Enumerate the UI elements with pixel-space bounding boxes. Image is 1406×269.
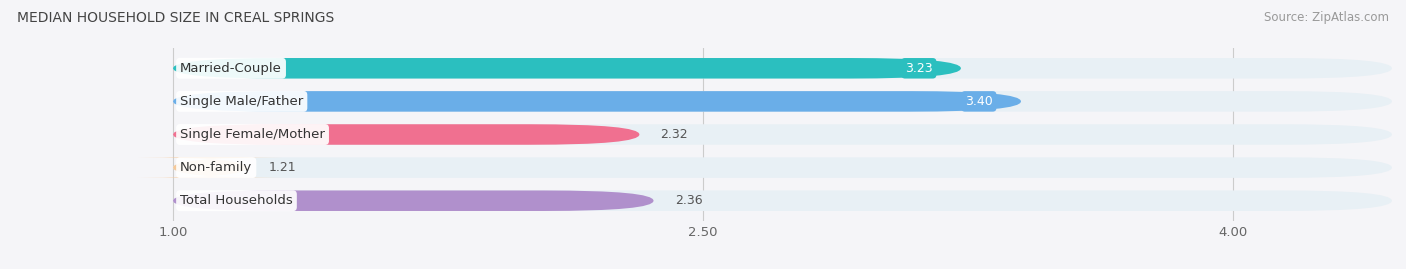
Text: 3.23: 3.23: [905, 62, 932, 75]
FancyBboxPatch shape: [173, 58, 960, 79]
FancyBboxPatch shape: [138, 157, 283, 178]
FancyBboxPatch shape: [173, 190, 654, 211]
Text: 2.32: 2.32: [661, 128, 688, 141]
Text: 2.36: 2.36: [675, 194, 703, 207]
Text: Single Female/Mother: Single Female/Mother: [180, 128, 325, 141]
Text: Total Households: Total Households: [180, 194, 292, 207]
FancyBboxPatch shape: [173, 124, 640, 145]
Text: Married-Couple: Married-Couple: [180, 62, 283, 75]
Text: Source: ZipAtlas.com: Source: ZipAtlas.com: [1264, 11, 1389, 24]
FancyBboxPatch shape: [173, 91, 1021, 112]
Text: MEDIAN HOUSEHOLD SIZE IN CREAL SPRINGS: MEDIAN HOUSEHOLD SIZE IN CREAL SPRINGS: [17, 11, 335, 25]
Text: 3.40: 3.40: [965, 95, 993, 108]
FancyBboxPatch shape: [173, 157, 1392, 178]
Text: Single Male/Father: Single Male/Father: [180, 95, 304, 108]
FancyBboxPatch shape: [173, 124, 1392, 145]
FancyBboxPatch shape: [173, 190, 1392, 211]
FancyBboxPatch shape: [173, 58, 1392, 79]
Text: 1.21: 1.21: [269, 161, 297, 174]
Text: Non-family: Non-family: [180, 161, 252, 174]
FancyBboxPatch shape: [173, 91, 1392, 112]
